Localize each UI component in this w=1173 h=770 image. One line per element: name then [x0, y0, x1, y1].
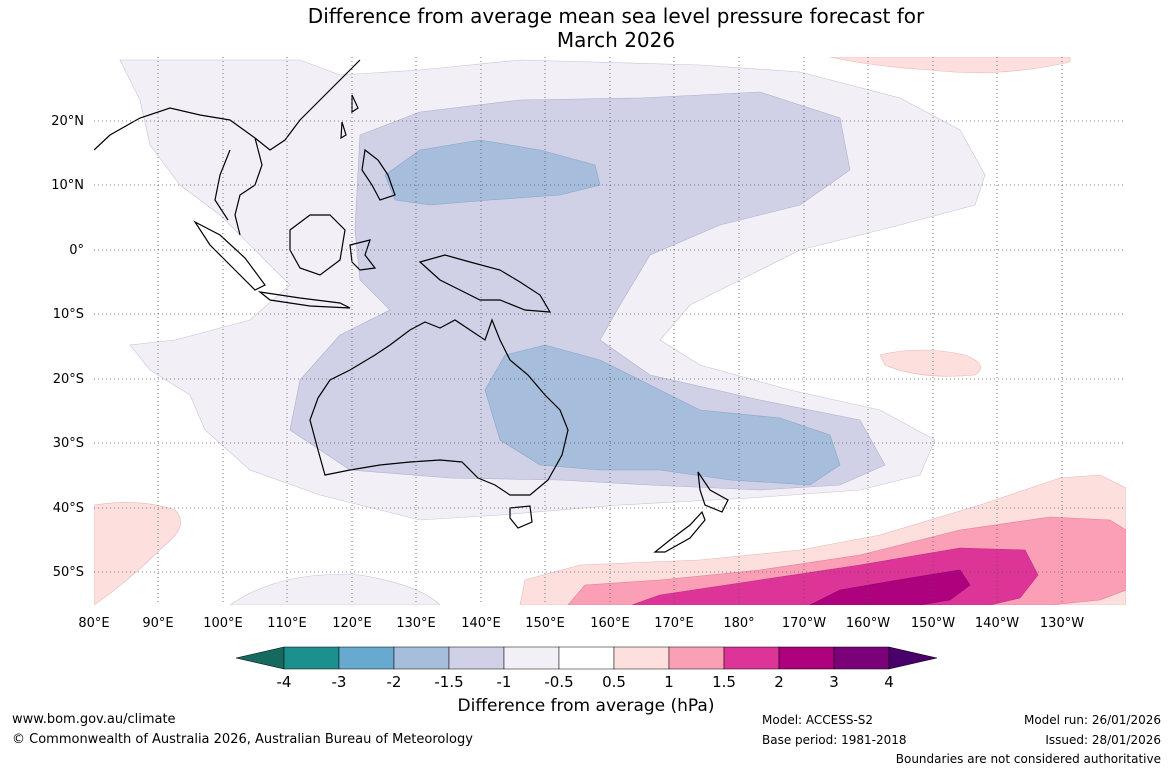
colorbar-title: Difference from average (hPa)	[457, 696, 715, 716]
australia-coast	[309, 318, 569, 496]
contour-minus-1-5-south	[484, 344, 841, 486]
colorbar	[235, 646, 938, 670]
colorbar-segment	[503, 646, 560, 670]
colorbar-segment	[833, 646, 890, 670]
lon-label: 160°E	[590, 616, 630, 631]
contour-plus-0-5-north	[829, 57, 1071, 73]
new-guinea-coast	[418, 254, 552, 313]
colorbar-segment	[613, 646, 670, 670]
new-zealand-north	[697, 471, 729, 513]
japan-taiwan-coast	[340, 94, 359, 140]
colorbar-tick: 1.5	[712, 673, 736, 691]
issued-date: Issued: 28/01/2026	[1045, 733, 1161, 747]
lon-label: 100°E	[203, 616, 243, 631]
borneo-coast	[289, 214, 346, 276]
contour-plus-2	[809, 569, 971, 605]
lon-label: 160°W	[846, 616, 890, 631]
base-period: Base period: 1981-2018	[762, 733, 907, 747]
colorbar-tick: 2	[774, 673, 784, 691]
contour-plus-0-5-east	[879, 349, 981, 377]
boundary-disclaimer: Boundaries are not considered authoritat…	[895, 752, 1161, 766]
philippines-coast	[361, 148, 396, 201]
lat-label: 0°	[69, 243, 84, 258]
colorbar-extend-high	[888, 646, 938, 670]
lon-label: 150°E	[525, 616, 565, 631]
model-run-date: Model run: 26/01/2026	[1023, 713, 1161, 727]
longitude-labels: 80°E 90°E 100°E 110°E 120°E 130°E 140°E …	[78, 616, 1084, 631]
colorbar-tick: -0.5	[544, 673, 573, 691]
new-zealand-south	[653, 510, 706, 553]
tasmania-coast	[509, 505, 533, 529]
java-coast	[257, 291, 351, 309]
colorbar-tick: -1	[497, 673, 512, 691]
sumatra-coast	[193, 220, 266, 291]
graticule	[94, 57, 1126, 605]
lat-label: 40°S	[53, 501, 84, 516]
lat-label: 30°S	[53, 436, 84, 451]
title-line-2: March 2026	[556, 28, 676, 52]
asia-mainland-coast	[94, 59, 361, 236]
lon-label: 180°	[723, 616, 754, 631]
contour-minus-0-5-south	[229, 574, 441, 605]
colorbar-tick: 0.5	[602, 673, 626, 691]
lat-label: 20°S	[53, 372, 84, 387]
colorbar-tick: 3	[829, 673, 839, 691]
colorbar-segment	[283, 646, 340, 670]
chart-title: Difference from average mean sea level p…	[0, 4, 1173, 52]
latitude-labels: 20°N 10°N 0° 10°S 20°S 30°S 40°S 50°S	[51, 114, 84, 580]
lon-label: 120°E	[332, 616, 372, 631]
colorbar-tick: 4	[884, 673, 894, 691]
coastlines	[94, 59, 729, 553]
lat-label: 20°N	[51, 114, 84, 129]
map-area	[94, 57, 1126, 605]
model-name: Model: ACCESS-S2	[762, 713, 874, 727]
colorbar-tick: -4	[277, 673, 292, 691]
colorbar-segment	[448, 646, 505, 670]
lat-label: 10°S	[53, 307, 84, 322]
colorbar-tick: -2	[387, 673, 402, 691]
lon-label: 80°E	[78, 616, 109, 631]
colorbar-tick: -1.5	[434, 673, 463, 691]
contour-plus-0-5-west	[94, 502, 181, 605]
lon-label: 170°W	[782, 616, 826, 631]
lon-label: 130°W	[1040, 616, 1084, 631]
lon-label: 140°E	[461, 616, 501, 631]
lon-label: 90°E	[142, 616, 173, 631]
colorbar-tick: -3	[332, 673, 347, 691]
lon-label: 150°W	[911, 616, 955, 631]
colorbar-segment	[393, 646, 450, 670]
lat-label: 10°N	[51, 178, 84, 193]
lon-label: 140°W	[975, 616, 1019, 631]
website-link[interactable]: www.bom.gov.au/climate	[12, 712, 176, 727]
colorbar-tick-labels: -4 -3 -2 -1.5 -1 -0.5 0.5 1 1.5 2 3 4	[277, 673, 894, 691]
lon-label: 110°E	[267, 616, 307, 631]
lon-label: 170°E	[654, 616, 694, 631]
colorbar-extend-low	[235, 646, 285, 670]
colorbar-segment	[558, 646, 615, 670]
colorbar-segment	[338, 646, 395, 670]
colorbar-segment	[668, 646, 725, 670]
title-line-1: Difference from average mean sea level p…	[307, 4, 925, 28]
contour-minus-1-5-north	[384, 139, 601, 206]
lat-label: 50°S	[53, 565, 84, 580]
copyright-text: © Commonwealth of Australia 2026, Austra…	[12, 732, 473, 747]
colorbar-segment	[723, 646, 780, 670]
lon-label: 130°E	[396, 616, 436, 631]
colorbar-tick: 1	[664, 673, 674, 691]
colorbar-segment	[778, 646, 835, 670]
